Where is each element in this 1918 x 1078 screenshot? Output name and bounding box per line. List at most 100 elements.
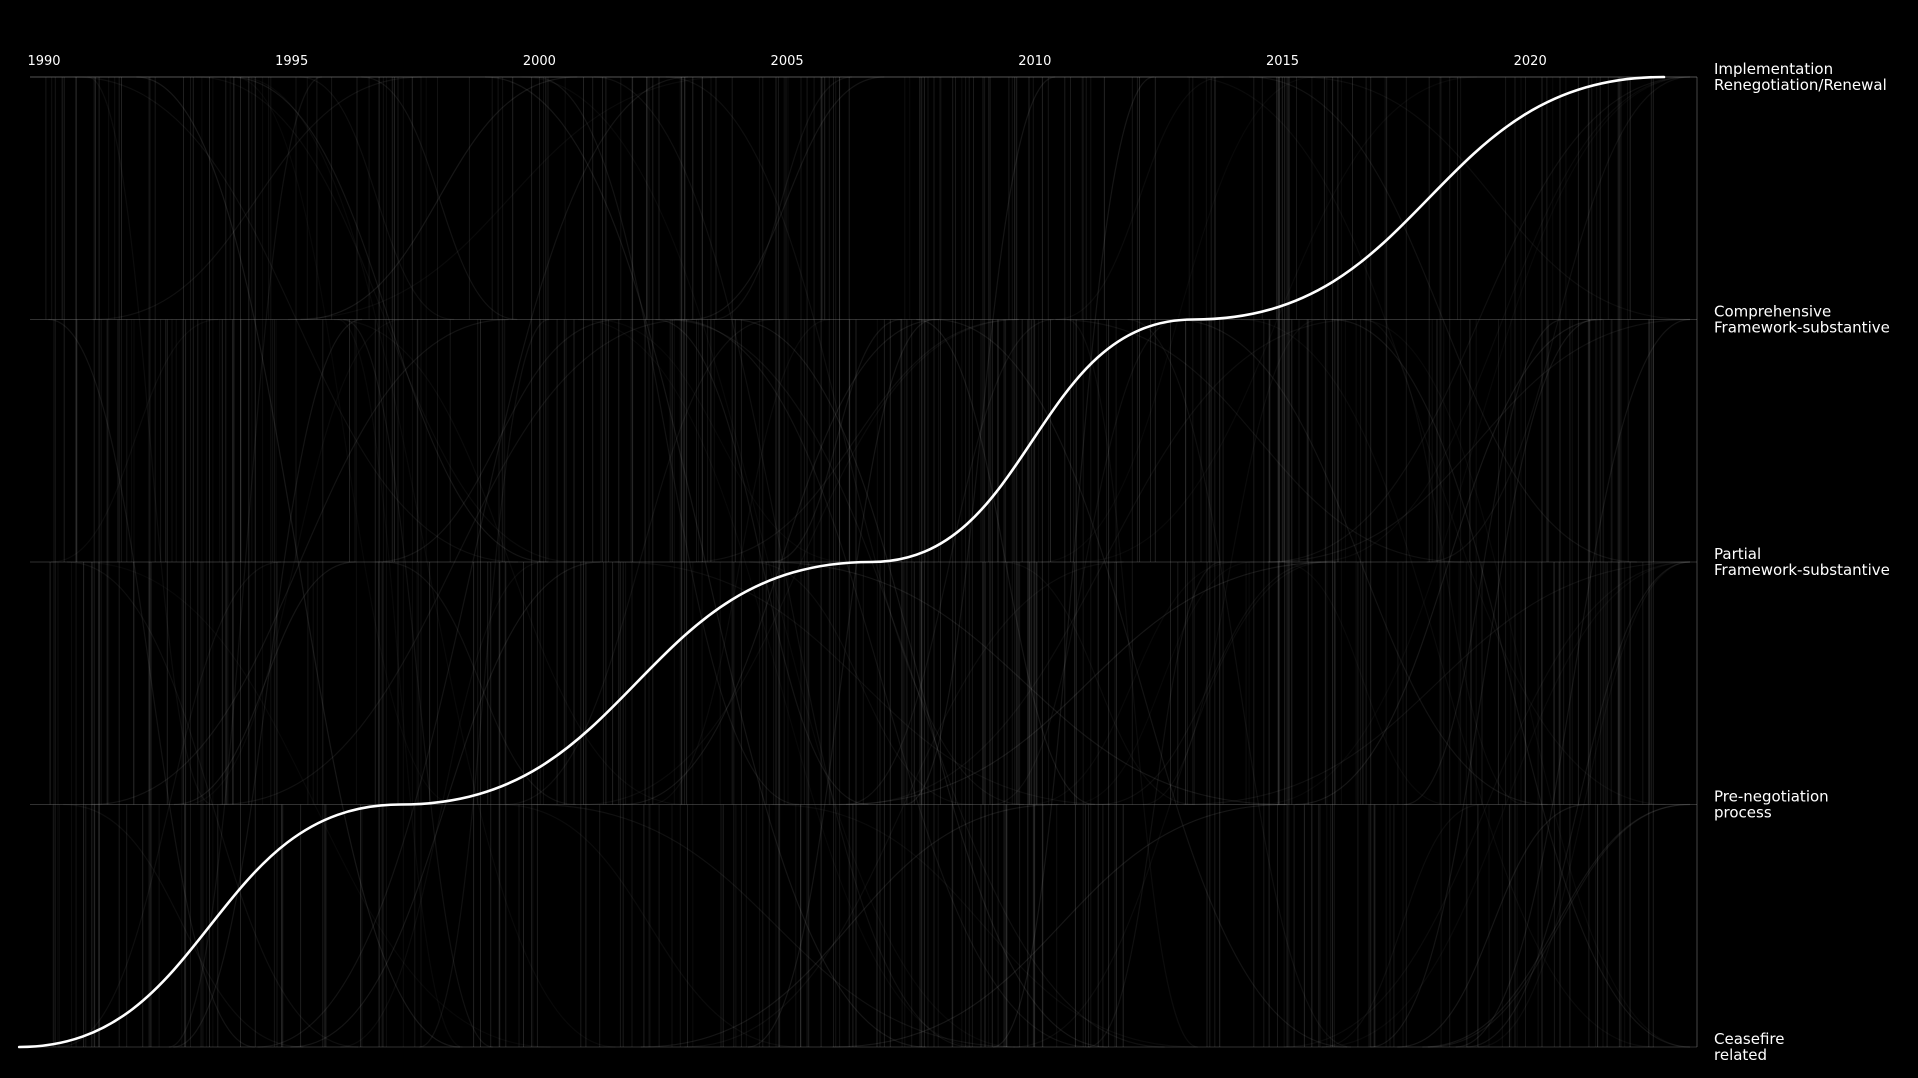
background-curve — [1331, 318, 1691, 1048]
background-curve — [361, 76, 518, 321]
stage-label-line2: process — [1714, 804, 1772, 822]
stage-label-line1: Implementation — [1714, 60, 1833, 78]
background-curve — [1055, 76, 1224, 321]
background-curve — [1098, 561, 1321, 806]
stage-gridlines — [30, 76, 1697, 1048]
background-curve — [340, 561, 544, 1048]
background-curve — [916, 318, 1095, 806]
background-curve — [732, 318, 1108, 1048]
highlight-series-line — [17, 75, 1666, 1049]
x-axis-tick-labels: 1990 1995 2000 2005 2010 2015 2020 — [27, 54, 1546, 69]
background-curve — [219, 318, 690, 806]
background-curve — [684, 561, 1124, 1048]
background-curve — [1127, 318, 1352, 1048]
background-curve — [622, 318, 940, 806]
background-curve — [384, 561, 576, 806]
stage-label-line2: Renegotiation/Renewal — [1714, 76, 1887, 94]
background-curve — [290, 561, 601, 1048]
background-curve — [689, 318, 1019, 563]
background-curve — [1466, 561, 1691, 1048]
background-curve — [1321, 803, 1483, 1048]
background-curve — [1477, 561, 1691, 1048]
background-curve — [1087, 561, 1222, 1048]
background-curve — [173, 561, 356, 806]
stage-label: Pre-negotiation process — [1714, 788, 1829, 822]
background-curve — [747, 318, 934, 1048]
background-curve — [51, 318, 219, 563]
background-curve — [582, 318, 1019, 806]
background-curve — [257, 76, 689, 1048]
x-tick-label: 2000 — [523, 54, 556, 69]
background-curve — [690, 76, 885, 321]
background-curve — [992, 318, 1180, 806]
background-curve — [1240, 318, 1654, 1048]
stage-label: Partial Framework-substantive — [1714, 545, 1890, 579]
background-curve — [1455, 318, 1691, 1048]
background-curve — [532, 803, 1021, 1048]
background-curve — [48, 318, 255, 1048]
background-curve — [195, 76, 575, 563]
background-curve — [300, 76, 578, 321]
background-curve — [1001, 561, 1195, 806]
background-curve — [499, 803, 801, 1048]
stage-label: Ceasefire related — [1714, 1030, 1784, 1064]
background-curve — [1268, 76, 1691, 563]
background-curve — [640, 803, 1059, 1048]
background-curve — [1295, 318, 1603, 806]
background-curve — [1055, 318, 1464, 563]
stage-label-line2: related — [1714, 1046, 1767, 1064]
background-curve — [649, 318, 831, 806]
background-curve — [1249, 76, 1637, 563]
stage-label: Comprehensive Framework-substantive — [1714, 303, 1890, 337]
background-curve — [58, 561, 281, 1048]
background-curve — [136, 76, 461, 1048]
background-curve — [1297, 76, 1691, 321]
background-curve — [1279, 562, 1449, 805]
background-curve — [665, 76, 1025, 806]
background-curve — [1283, 561, 1691, 1048]
background-curve — [845, 318, 1054, 806]
x-tick-label: 1990 — [27, 54, 60, 69]
stage-label-line2: Framework-substantive — [1714, 319, 1890, 337]
stage-label-line1: Comprehensive — [1714, 303, 1831, 321]
background-curve — [594, 76, 972, 1048]
background-curve — [1363, 318, 1526, 806]
background-curve — [933, 318, 1348, 1048]
background-curve — [1183, 561, 1691, 806]
x-tick-label: 1995 — [275, 54, 308, 69]
x-tick-label: 2020 — [1514, 54, 1547, 69]
background-curve — [1426, 76, 1691, 563]
background-curve — [1427, 803, 1691, 1048]
background-curve — [1397, 803, 1588, 1048]
background-curve — [1422, 803, 1691, 1048]
stage-label-line2: Framework-substantive — [1714, 561, 1890, 579]
background-curve — [771, 318, 902, 563]
background-curve — [1404, 318, 1564, 806]
background-curve — [173, 318, 363, 1048]
stage-label-line1: Pre-negotiation — [1714, 788, 1829, 806]
background-curve — [1013, 561, 1327, 1048]
background-curve — [343, 318, 493, 1048]
background-curve — [749, 561, 972, 806]
background-curve — [665, 318, 1165, 1048]
background-curve — [234, 77, 457, 805]
background-curve — [505, 318, 774, 806]
stage-label-line1: Partial — [1714, 545, 1761, 563]
background-curve — [772, 805, 1196, 1048]
stage-labels: Ceasefire related Pre-negotiation process Pa… — [1714, 60, 1890, 1064]
background-curve — [485, 76, 926, 1048]
background-curve — [534, 76, 800, 806]
background-agreement-curves — [48, 76, 1691, 1048]
background-curve — [299, 76, 455, 321]
stage-label: Implementation Renegotiation/Renewal — [1714, 60, 1887, 94]
x-tick-label: 2015 — [1266, 54, 1299, 69]
background-curve — [992, 76, 1154, 1048]
background-curve — [1267, 318, 1691, 563]
background-curve — [168, 76, 322, 1048]
background-curve — [655, 318, 869, 806]
background-curve — [419, 318, 550, 1048]
background-curve — [288, 77, 731, 320]
background-curve — [67, 561, 359, 1048]
background-curve — [1066, 318, 1198, 1048]
